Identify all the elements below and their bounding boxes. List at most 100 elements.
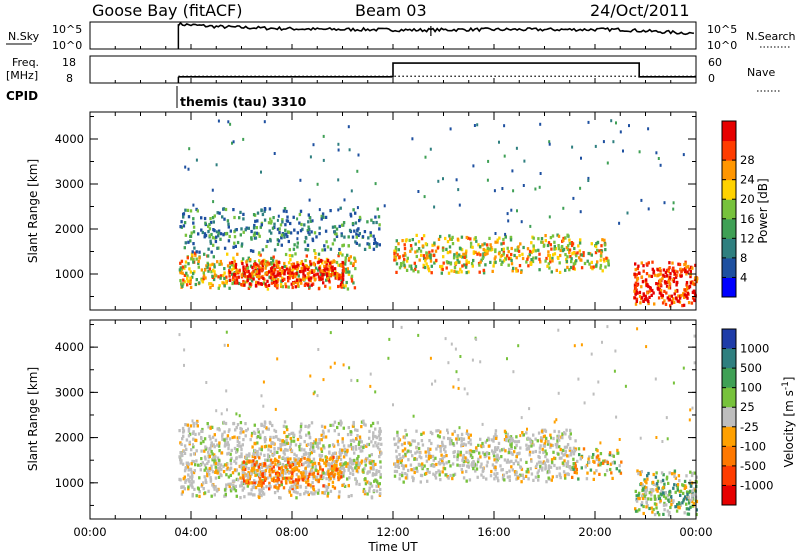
range-gate-cell — [479, 465, 482, 469]
range-gate-cell — [532, 478, 535, 482]
range-gate-cell — [260, 261, 263, 265]
range-gate-cell — [274, 462, 277, 466]
range-gate-cell — [344, 256, 347, 260]
range-gate-cell — [258, 234, 261, 238]
range-gate-cell — [295, 271, 298, 276]
scatter-cell — [614, 349, 617, 353]
range-gate-cell — [400, 459, 403, 463]
range-gate-cell — [206, 469, 210, 473]
range-gate-cell — [469, 241, 473, 245]
range-gate-cell — [534, 256, 538, 260]
range-gate-cell — [564, 449, 567, 453]
range-gate-cell — [250, 431, 254, 436]
range-gate-cell — [257, 232, 260, 236]
range-gate-cell — [372, 247, 376, 251]
range-gate-cell — [261, 430, 265, 434]
range-gate-cell — [196, 419, 199, 423]
range-gate-cell — [636, 469, 639, 473]
range-gate-cell — [349, 444, 352, 448]
range-gate-cell — [536, 462, 539, 466]
range-gate-cell — [599, 263, 603, 268]
range-gate-cell — [240, 273, 243, 277]
range-gate-cell — [218, 211, 221, 215]
range-gate-cell — [557, 256, 560, 260]
range-gate-cell — [444, 450, 447, 454]
range-gate-cell — [322, 484, 325, 488]
range-gate-cell — [496, 476, 499, 480]
velocity-panel-frame — [89, 319, 697, 520]
range-gate-cell — [298, 277, 301, 281]
range-gate-cell — [358, 435, 362, 439]
range-gate-cell — [502, 247, 505, 251]
range-gate-cell — [186, 461, 189, 465]
range-gate-cell — [222, 470, 226, 474]
range-gate-cell — [296, 281, 300, 285]
range-gate-cell — [227, 475, 231, 479]
range-gate-cell — [328, 477, 331, 482]
range-gate-cell — [221, 434, 224, 438]
range-gate-cell — [253, 493, 256, 497]
range-gate-cell — [652, 472, 655, 477]
range-gate-cell — [420, 439, 424, 443]
range-gate-cell — [217, 458, 221, 462]
range-gate-cell — [685, 265, 688, 269]
range-gate-cell — [184, 480, 187, 484]
range-gate-cell — [252, 430, 256, 434]
range-gate-cell — [259, 436, 262, 440]
range-gate-cell — [349, 459, 353, 463]
range-gate-cell — [291, 275, 295, 279]
range-gate-cell — [186, 256, 189, 260]
range-gate-cell — [179, 271, 182, 275]
range-gate-cell — [250, 273, 254, 277]
range-gate-cell — [447, 476, 450, 480]
range-gate-cell — [692, 502, 695, 506]
range-gate-cell — [246, 478, 250, 482]
range-gate-cell — [445, 247, 448, 251]
scatter-cell — [534, 187, 537, 191]
scatter-cell — [572, 196, 575, 200]
range-gate-cell — [375, 220, 378, 225]
range-gate-cell — [494, 240, 497, 244]
range-gate-cell — [330, 474, 333, 478]
range-gate-cell — [374, 478, 377, 482]
range-gate-cell — [212, 277, 216, 282]
range-gate-cell — [348, 228, 352, 232]
range-gate-cell — [556, 233, 559, 237]
range-gate-cell — [504, 235, 507, 239]
range-gate-cell — [289, 465, 292, 469]
range-gate-cell — [304, 259, 307, 263]
range-gate-cell — [189, 424, 193, 428]
range-gate-cell — [360, 440, 363, 444]
range-gate-cell — [316, 471, 320, 476]
range-gate-cell — [233, 215, 236, 220]
range-gate-cell — [558, 438, 561, 442]
range-gate-cell — [508, 475, 511, 479]
range-gate-cell — [335, 455, 339, 459]
range-gate-cell — [347, 235, 350, 239]
scatter-cell — [231, 141, 233, 145]
range-gate-cell — [547, 440, 550, 444]
range-gate-cell — [573, 267, 576, 271]
scatter-cell — [220, 412, 223, 416]
range-gate-cell — [296, 266, 300, 270]
range-gate-cell — [352, 281, 355, 285]
range-gate-cell — [508, 460, 511, 464]
range-gate-cell — [446, 428, 449, 432]
range-gate-cell — [549, 433, 552, 437]
range-gate-cell — [461, 456, 465, 460]
range-gate-cell — [451, 462, 455, 466]
range-gate-cell — [414, 451, 417, 455]
range-gate-cell — [338, 247, 341, 252]
range-gate-cell — [640, 275, 644, 279]
range-gate-cell — [287, 239, 290, 244]
range-gate-cell — [248, 282, 251, 286]
range-gate-cell — [532, 247, 535, 251]
range-gate-cell — [394, 462, 397, 466]
range-gate-cell — [182, 212, 186, 216]
range-gate-cell — [415, 466, 418, 470]
range-gate-cell — [266, 458, 269, 462]
range-gate-cell — [288, 254, 292, 258]
range-gate-cell — [254, 486, 258, 490]
range-gate-cell — [580, 253, 583, 257]
